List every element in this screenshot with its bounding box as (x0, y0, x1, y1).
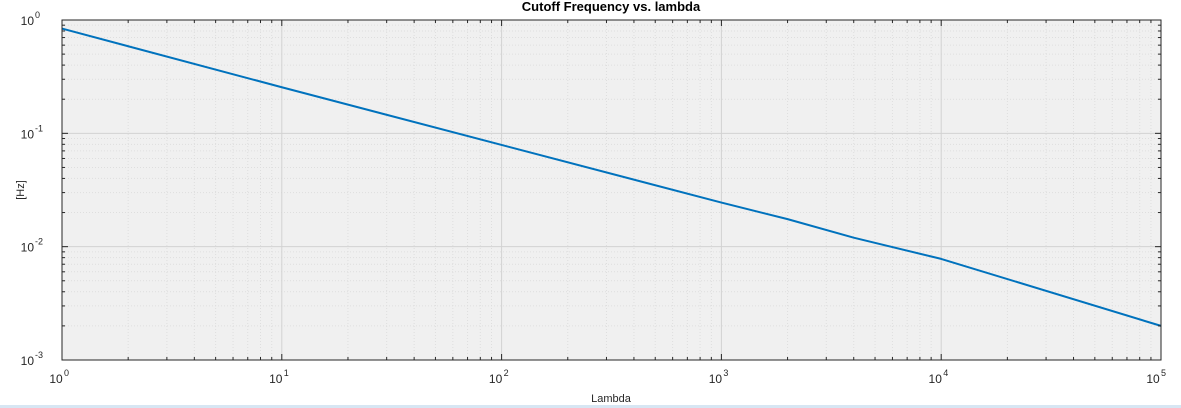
y-tick-label: 10 (21, 127, 35, 141)
minor-grid (62, 20, 1161, 360)
x-axis-label: Lambda (591, 393, 632, 405)
y-tick-label: 10 (21, 354, 35, 368)
x-tick-label: 10 (929, 372, 943, 386)
x-tick-label: 10 (709, 372, 723, 386)
y-tick-label: 10 (21, 14, 35, 28)
window-bottom-edge (0, 405, 1181, 408)
x-tick-exponent: 2 (504, 368, 509, 378)
y-tick-exponent: -3 (35, 350, 43, 360)
x-tick-label: 10 (489, 372, 503, 386)
y-tick-exponent: -2 (35, 237, 43, 247)
axes-box (61, 19, 1162, 361)
axes-background (62, 20, 1161, 360)
chart-title: Cutoff Frequency vs. lambda (522, 0, 701, 14)
y-tick-exponent: -1 (35, 123, 43, 133)
x-tick-labels: 10 0 10 1 10 2 10 3 10 4 10 5 (49, 368, 1166, 386)
x-tick-label: 10 (49, 372, 63, 386)
y-axis-label: [Hz] (15, 180, 27, 200)
x-tick-exponent: 5 (1161, 368, 1166, 378)
x-tick-label: 10 (269, 372, 283, 386)
x-tick-exponent: 0 (64, 368, 69, 378)
x-tick-exponent: 1 (284, 368, 289, 378)
x-tick-exponent: 4 (943, 368, 948, 378)
tick-marks (61, 19, 1162, 361)
x-tick-label: 10 (1146, 372, 1160, 386)
y-tick-label: 10 (21, 241, 35, 255)
series-line (61, 27, 1162, 327)
x-tick-exponent: 3 (723, 368, 728, 378)
series-layer (61, 27, 1162, 327)
y-tick-exponent: 0 (35, 10, 40, 20)
